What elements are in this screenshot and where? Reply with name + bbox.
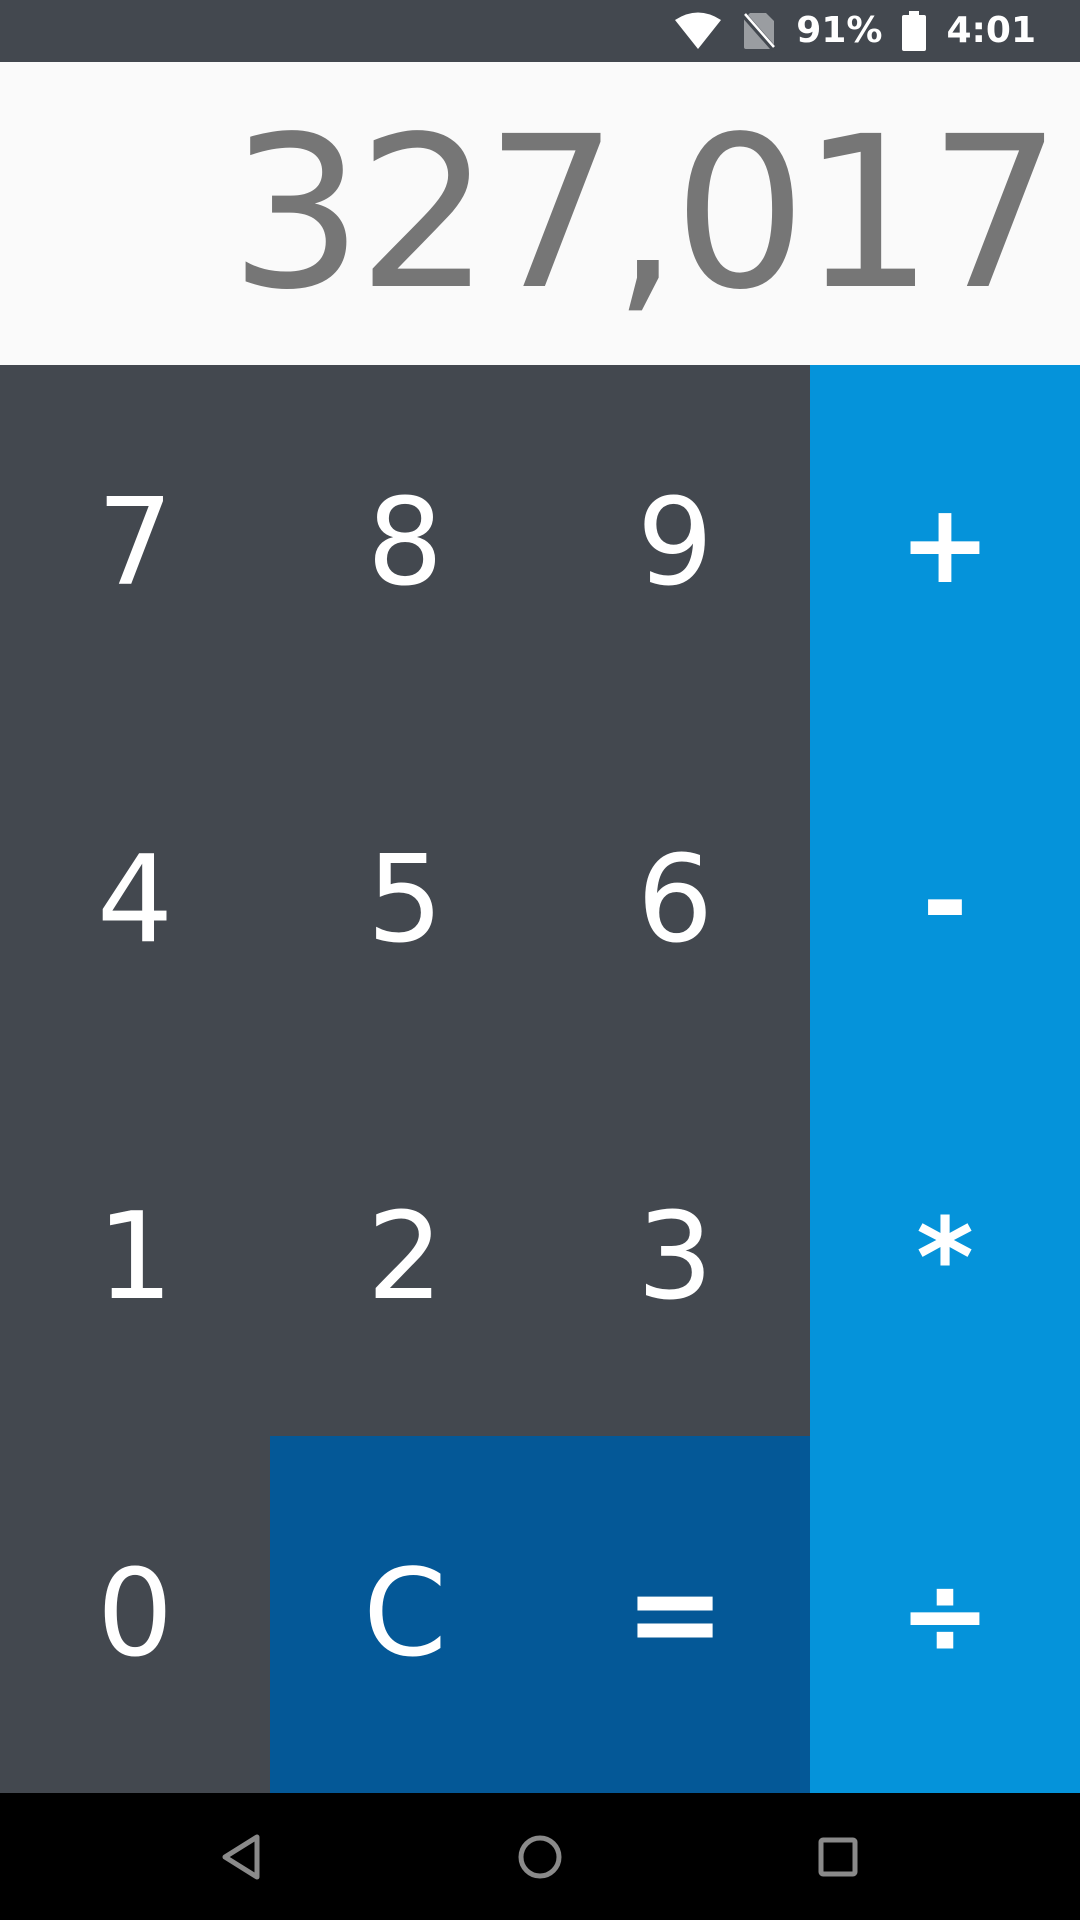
no-sim-icon [742,11,777,51]
key-0[interactable]: 0 [0,1436,270,1793]
battery-percent: 91% [796,10,883,51]
back-button[interactable] [181,1793,301,1920]
key-7[interactable]: 7 [0,365,270,722]
result-display: 327,017 [0,62,1080,365]
multiply-button[interactable]: * [810,1079,1080,1436]
status-time: 4:01 [946,10,1036,51]
back-icon [219,1833,263,1881]
key-4[interactable]: 4 [0,722,270,1079]
equals-button[interactable]: = [540,1436,810,1793]
key-9[interactable]: 9 [540,365,810,722]
key-8[interactable]: 8 [270,365,540,722]
key-3[interactable]: 3 [540,1079,810,1436]
wifi-icon [674,11,722,51]
home-icon [516,1833,564,1881]
key-6[interactable]: 6 [540,722,810,1079]
key-2[interactable]: 2 [270,1079,540,1436]
clear-button[interactable]: C [270,1436,540,1793]
key-5[interactable]: 5 [270,722,540,1079]
home-button[interactable] [480,1793,600,1920]
status-icons: 91% 4:01 [674,0,1036,62]
navigation-bar [0,1793,1080,1920]
status-bar: 91% 4:01 [0,0,1080,62]
key-1[interactable]: 1 [0,1079,270,1436]
divide-button[interactable]: ÷ [810,1436,1080,1793]
add-button[interactable]: + [810,365,1080,722]
subtract-button[interactable]: - [810,722,1080,1079]
keypad: 7 8 9 + 4 5 6 - 1 2 3 * 0 C = ÷ [0,365,1080,1793]
recents-button[interactable] [778,1793,898,1920]
result-value: 327,017 [229,90,1062,336]
recents-icon [816,1835,860,1879]
battery-icon [902,11,927,51]
